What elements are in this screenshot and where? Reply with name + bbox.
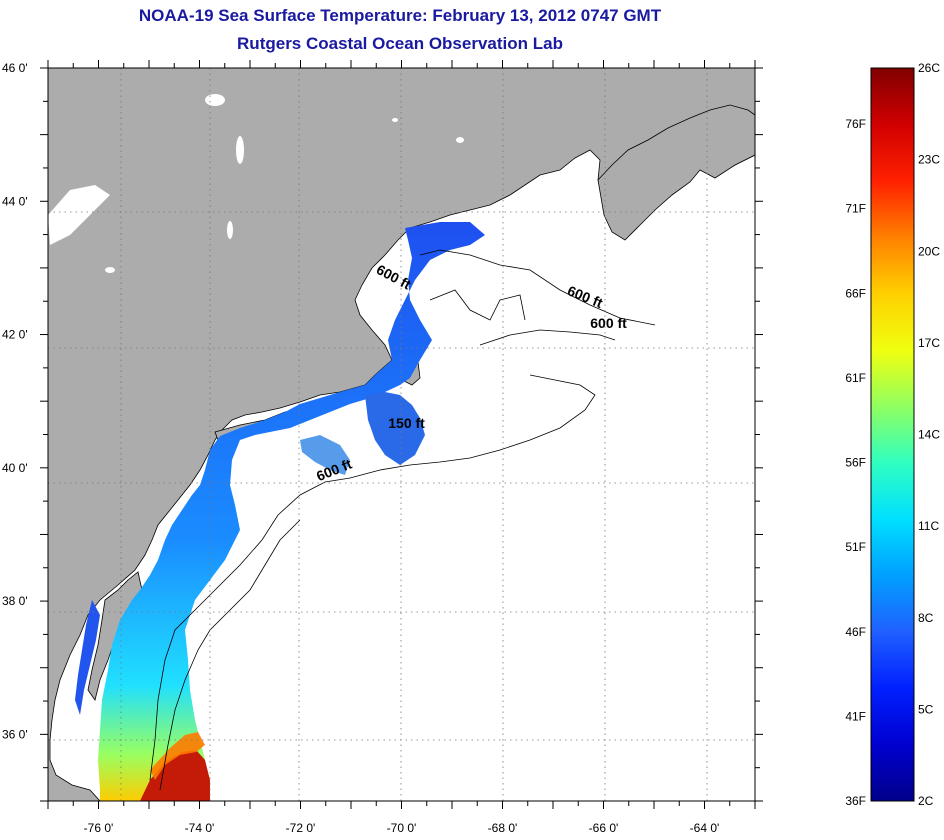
contour-label: 150 ft [388,415,425,431]
colorbar-fahrenheit-label: 36F [845,794,866,808]
latitude-labels: 46 0' 44 0' 42 0' 40 0' 38 0' 36 0' [2,61,28,741]
colorbar-fahrenheit-label: 76F [845,117,866,131]
colorbar-fahrenheit-label: 61F [845,371,866,385]
frame-ticks [40,60,763,809]
longitude-labels: -76 0' -74 0' -72 0' -70 0' -68 0' -66 0' -64 … [84,821,720,835]
colorbar-celsius-label: 5C [918,702,934,716]
colorbar-fahrenheit-label: 41F [845,709,866,723]
colorbar-celsius-labels: 26C 23C 20C 17C 14C 11C 8C 5C 2C [918,61,940,808]
colorbar-celsius-label: 8C [918,611,934,625]
longitude-tick-label: -64 0' [690,821,720,835]
colorbar-fahrenheit-label: 56F [845,456,866,470]
latitude-tick-label: 44 0' [2,194,28,208]
latitude-tick-label: 38 0' [2,594,28,608]
latitude-tick-label: 36 0' [2,727,28,741]
map-subtitle: Rutgers Coastal Ocean Observation Lab [237,34,563,53]
longitude-tick-label: -70 0' [387,821,417,835]
contour-label: 600 ft [590,315,627,331]
colorbar-fahrenheit-label: 46F [845,625,866,639]
colorbar-celsius-label: 17C [918,336,940,350]
colorbar-celsius-label: 20C [918,244,940,258]
colorbar-fahrenheit-label: 66F [845,286,866,300]
colorbar-celsius-label: 26C [918,61,940,75]
latitude-tick-label: 42 0' [2,328,28,342]
sst-coastal-band [98,222,485,801]
longitude-tick-label: -72 0' [286,821,316,835]
longitude-tick-label: -74 0' [185,821,215,835]
colorbar-celsius-label: 2C [918,794,934,808]
colorbar-celsius-label: 14C [918,428,940,442]
map-grid [48,68,755,801]
longitude-tick-label: -76 0' [84,821,114,835]
colorbar-fahrenheit-label: 71F [845,202,866,216]
colorbar-fahrenheit-labels: 76F 71F 66F 61F 56F 51F 46F 41F 36F [845,117,866,808]
latitude-tick-label: 40 0' [2,461,28,475]
chesapeake-bay-sst [75,600,100,715]
colorbar-fahrenheit-label: 51F [845,540,866,554]
colorbar [870,67,915,802]
sst-warm-gulfstream [140,750,210,801]
colorbar-celsius-label: 11C [918,519,939,533]
latitude-tick-label: 46 0' [2,61,28,75]
sst-patch-south [300,435,350,475]
land-nova-scotia [597,104,755,241]
sst-patch-georges [365,392,425,465]
longitude-tick-label: -68 0' [488,821,518,835]
sst-warm-edge [150,732,205,780]
colorbar-celsius-label: 23C [918,153,940,167]
map-title: NOAA-19 Sea Surface Temperature: Februar… [138,6,662,25]
longitude-tick-label: -66 0' [589,821,619,835]
